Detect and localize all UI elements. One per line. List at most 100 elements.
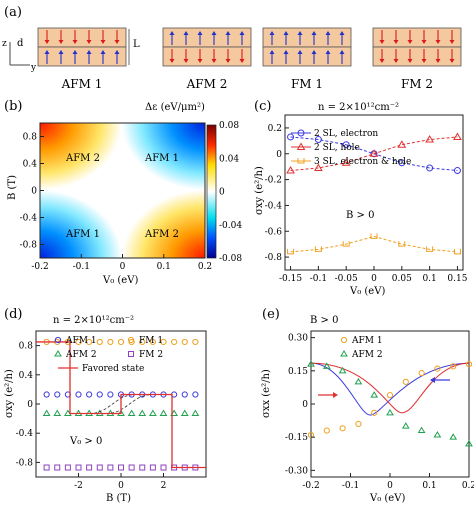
e-ytick-label: 0: [302, 400, 308, 410]
layer-top: [162, 27, 252, 48]
c-ytick-label: -0.4: [265, 201, 283, 211]
spin-arrowhead: [86, 40, 92, 44]
spin-arrowhead: [379, 40, 385, 44]
e-xtick-label: 0.2: [462, 481, 474, 491]
e-afm2-point: [401, 422, 410, 429]
layer-bottom: [162, 46, 252, 67]
c-point: [370, 233, 378, 239]
d-fm2-point: [54, 464, 61, 471]
colorbar-tick-label: 0.04: [219, 154, 239, 164]
panel-c-plot: -0.15 -0.1 -0.05 0 0.05 0.1 0.15 0.2 0 -0.2 -0.4 -0…: [265, 124, 468, 284]
panel-d-legend: AFM 1 FM 1 AFM 2 FM 2 Favored state: [65, 336, 163, 374]
panel-e-plot: -0.2 -0.1 0 0.1 0.2 0.30 0.15 0 -0.15 -0.30: [285, 334, 474, 491]
c-point: [398, 241, 406, 247]
c-point: [398, 159, 406, 167]
d-fm1-point: [86, 338, 93, 346]
b-ytick-label: 0.4: [23, 160, 38, 170]
c-point: [397, 140, 407, 148]
spin-arrowhead: [449, 59, 455, 63]
spin-arrowhead: [339, 31, 345, 35]
c-legend-marker: [297, 158, 305, 164]
spin-arrowhead: [283, 31, 289, 35]
d-fm2-point: [118, 464, 124, 471]
e-ytick-label: -0.30: [285, 466, 308, 476]
d-legend-marker: [54, 350, 62, 357]
e-afm2-point: [322, 362, 331, 369]
colorbar-tick-label: -0.08: [219, 254, 242, 264]
legend-c-2: 2 SL, hole: [314, 143, 360, 153]
d-afm1-point: [192, 391, 199, 398]
d-fm2-point: [96, 464, 103, 471]
c-point: [341, 158, 351, 166]
spin-arrowhead: [58, 40, 64, 44]
c-ytick-label: -0.8: [265, 253, 283, 263]
panel-e-title: B > 0: [310, 315, 338, 326]
colorbar: [206, 124, 217, 259]
d-fm1-point: [171, 338, 178, 346]
d-fm2-point: [149, 464, 156, 471]
d-fm1-point: [117, 338, 125, 346]
c-ytick-label: 0.2: [268, 124, 282, 134]
spin-configurations: AFM 1 AFM 2 FM 1 FM 2: [37, 27, 462, 91]
e-arrowhead: [430, 377, 435, 383]
layer-top: [372, 27, 462, 48]
d-fm2-point: [128, 464, 135, 471]
d-fm1-point: [149, 338, 156, 346]
panel-d-plot: -2 0 2 0.8 0.4 0 -0.4 -0.8: [16, 336, 206, 491]
config-label: FM 1: [291, 77, 323, 91]
c-xtick-label: 0.15: [447, 274, 467, 284]
favored-state-line: [36, 341, 206, 469]
quadrant-tr-label: AFM 1: [144, 153, 179, 164]
e-legend-marker: [340, 336, 348, 344]
config-label: AFM 1: [61, 77, 103, 91]
c-point: [453, 132, 462, 140]
c-xtick-label: -0.1: [310, 274, 327, 284]
panel-c-annotation: B > 0: [346, 210, 374, 221]
e-afm1-point: [434, 365, 441, 372]
d-fm1-point: [160, 338, 167, 346]
e-afm2-point: [370, 391, 379, 398]
layer-top: [262, 27, 352, 48]
spin-arrowhead: [393, 40, 399, 44]
e-xtick-label: -0.2: [302, 481, 319, 491]
c-ytick-label: -0.2: [265, 176, 282, 186]
spin-arrowhead: [435, 59, 441, 63]
spin-arrowhead: [239, 59, 245, 63]
d-fm1-point: [96, 338, 103, 346]
colorbar-title: Δε (eV/μm²): [145, 102, 205, 113]
layer-top: [37, 27, 127, 48]
spin-arrowhead: [44, 50, 50, 54]
panel-d-xlabel: B (T): [106, 493, 131, 504]
spin-arrowhead: [311, 50, 317, 54]
colorbar-tick-label: 0.08: [219, 121, 239, 131]
e-afm2-point: [465, 439, 473, 447]
d-fm2-point: [75, 464, 82, 471]
panel-e-ylabel: σxx (e²/h): [261, 369, 272, 418]
e-afm1-point: [418, 369, 425, 377]
spin-arrowhead: [379, 59, 385, 63]
layer-bottom: [37, 46, 127, 67]
d-ytick-label: 0.4: [19, 371, 34, 381]
d-fm2-point: [107, 464, 114, 471]
d-fm1-point: [192, 338, 199, 346]
d-ytick-label: 0: [27, 400, 33, 410]
z-axis-label: z: [2, 39, 7, 49]
e-afm2-point: [386, 408, 394, 416]
e-arrowhead: [333, 392, 338, 398]
c-point: [369, 149, 379, 157]
panel-c-ylabel: σxy (e²/h): [254, 166, 265, 215]
c-point: [342, 141, 350, 149]
b-ytick-label: -0.4: [20, 214, 38, 224]
d-xtick-label: 2: [161, 481, 167, 491]
legend-c-3: 3 SL, electron & hole: [314, 157, 411, 167]
d-ytick-label: 0.8: [19, 342, 34, 352]
d-xtick-label: -2: [74, 481, 83, 491]
panel-d-annotation: V₀ > 0: [69, 436, 102, 447]
e-afm2-point: [307, 360, 315, 367]
c-xtick-label: 0: [371, 274, 377, 284]
c-series-line: [290, 235, 458, 253]
c-series-line: [290, 136, 458, 172]
c-legend-marker: [296, 142, 306, 150]
e-afm1-point: [465, 361, 473, 368]
c-point: [314, 246, 322, 252]
